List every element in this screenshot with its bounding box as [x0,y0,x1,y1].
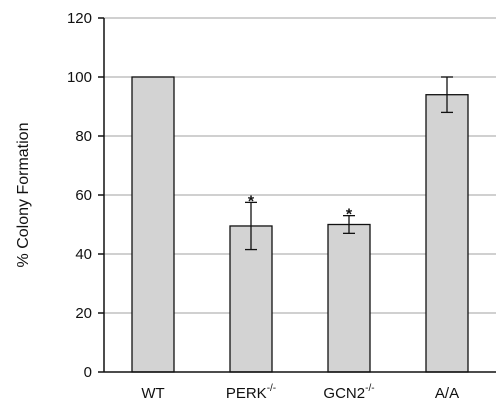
x-category-label: GCN2-/- [323,383,374,402]
bars [131,76,469,373]
y-tick-label: 100 [67,69,92,86]
y-tick-label: 0 [84,364,92,381]
significance-marker: * [346,207,353,224]
y-axis-label: % Colony Formation [15,123,32,268]
y-tick-label: 120 [67,10,92,27]
x-category-label: A/A [435,385,459,402]
x-category-label: PERK-/- [226,383,276,402]
category-superscript: -/- [365,383,374,394]
bar-gcn2 [327,223,371,373]
y-tick-label: 80 [75,128,92,145]
axes [98,17,496,373]
category-name: A/A [435,385,459,402]
category-name: PERK [226,385,267,402]
y-tick-label: 40 [75,246,92,263]
x-category-label: WT [141,385,164,402]
error-bars [245,76,453,251]
bar-wt [131,76,175,373]
bar-aa [425,94,469,373]
y-tick-label: 20 [75,305,92,322]
category-name: GCN2 [323,385,365,402]
category-name: WT [141,385,164,402]
y-tick-label: 60 [75,187,92,204]
significance-marker: * [248,193,255,210]
category-superscript: -/- [267,383,276,394]
